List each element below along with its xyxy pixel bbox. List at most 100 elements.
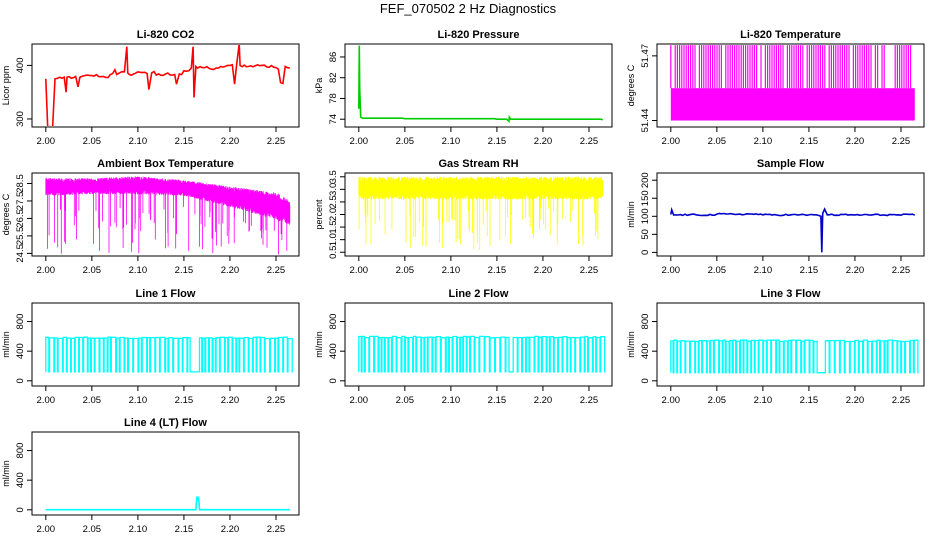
x-tick-label: 2.25	[580, 136, 599, 147]
x-tick-label: 2.10	[442, 136, 461, 147]
x-tick-label: 2.15	[175, 395, 194, 406]
x-tick-label: 2.20	[534, 395, 553, 406]
panel-box-temp: Ambient Box Temperature 2.00 2.05 2.10 2.15 2…	[1, 158, 300, 276]
y-tick-label: 800	[15, 443, 26, 459]
pressure-line	[358, 45, 603, 123]
x-tick-label: 2.05	[83, 395, 102, 406]
x-tick-label: 2.15	[488, 136, 507, 147]
x-tick-label: 2.00	[37, 524, 56, 535]
panel-title: Line 2 Flow	[449, 288, 509, 300]
x-tick-label: 2.15	[488, 265, 507, 276]
series-line3	[670, 339, 919, 374]
plot-frame	[31, 302, 300, 387]
x-tick-label: 2.05	[396, 136, 415, 147]
y-tick-label: 400	[640, 343, 651, 359]
x-tick-label: 2.15	[175, 265, 194, 276]
panel-licor-temp: Li-820 Temperature 2.00 2.05 2.10 2.15 2.20 2.…	[626, 29, 925, 147]
x-tick-label: 2.00	[350, 395, 369, 406]
x-tick-label: 2.15	[800, 265, 819, 276]
x-tick-label: 2.05	[396, 265, 415, 276]
plot-frame	[656, 172, 925, 257]
panel-title: Ambient Box Temperature	[97, 158, 234, 170]
x-tick-label: 2.15	[488, 395, 507, 406]
y-tick-label: 86	[328, 52, 339, 63]
x-tick-label: 2.00	[37, 136, 56, 147]
x-tick-label: 2.25	[892, 395, 911, 406]
y-tick-label: 400	[15, 472, 26, 488]
sample-flow-line	[670, 206, 916, 253]
y-tick-label: 2.5	[328, 195, 339, 208]
x-tick-label: 2.10	[129, 136, 148, 147]
x-tick-label: 2.20	[846, 395, 865, 406]
x-tick-label: 2.00	[662, 136, 681, 147]
y-axis-label: ml/min	[626, 201, 636, 228]
x-tick-label: 2.05	[708, 395, 727, 406]
y-axis-label: ml/min	[626, 331, 636, 358]
y-tick-label: 28.5	[15, 174, 26, 193]
plot-frame	[31, 431, 300, 516]
plot-frame	[31, 172, 300, 257]
y-tick-label: 800	[328, 314, 339, 330]
panel-title: Line 3 Flow	[761, 288, 821, 300]
series-line2	[358, 335, 606, 373]
line1-trace	[45, 336, 293, 373]
x-tick-label: 2.25	[267, 524, 286, 535]
x-tick-label: 2.25	[580, 265, 599, 276]
x-tick-label: 2.25	[267, 136, 286, 147]
y-axis-label: Licor ppm	[1, 66, 11, 106]
rh-trace	[358, 176, 604, 250]
y-tick-label: 200	[640, 172, 651, 188]
panel-title: Sample Flow	[757, 158, 825, 170]
x-tick-label: 2.10	[129, 524, 148, 535]
x-tick-label: 2.00	[37, 395, 56, 406]
x-tick-label: 2.25	[892, 136, 911, 147]
panel-title: Li-820 CO2	[137, 29, 194, 41]
x-tick-label: 2.00	[662, 395, 681, 406]
series-licor-temp	[670, 45, 915, 121]
x-tick-label: 2.20	[221, 265, 240, 276]
y-axis-label: ml/min	[1, 331, 11, 358]
x-tick-label: 2.10	[442, 265, 461, 276]
x-tick-label: 2.05	[708, 136, 727, 147]
panel-rh: Gas Stream RH 2.00 2.05 2.10 2.15 2.20 2.25 0.5…	[314, 158, 613, 276]
y-axis-label: ml/min	[314, 331, 324, 358]
y-axis-label: degrees C	[626, 64, 636, 106]
y-tick-label: 800	[15, 314, 26, 330]
y-tick-label: 2.0	[328, 208, 339, 221]
y-tick-label: 82	[328, 72, 339, 83]
x-tick-label: 2.20	[221, 395, 240, 406]
y-tick-label: 0	[640, 378, 651, 383]
plot-frame	[344, 43, 613, 128]
panel-title: Li-820 Pressure	[438, 29, 520, 41]
y-tick-label: 0	[15, 507, 26, 512]
y-tick-label: 25.5	[15, 227, 26, 246]
y-tick-label: 51.47	[640, 44, 651, 68]
panel-title: Line 1 Flow	[136, 288, 196, 300]
y-tick-label: 1.0	[328, 233, 339, 246]
series-rh	[358, 176, 604, 250]
x-tick-label: 2.20	[534, 136, 553, 147]
series-box-temp	[45, 176, 291, 255]
y-tick-label: 0	[328, 378, 339, 383]
y-tick-label: 3.5	[328, 170, 339, 183]
x-tick-label: 2.10	[129, 265, 148, 276]
x-tick-label: 2.10	[754, 136, 773, 147]
y-tick-label: 400	[15, 343, 26, 359]
box-temp-trace	[45, 176, 291, 255]
series-sample-flow	[670, 206, 916, 253]
x-tick-label: 2.05	[83, 524, 102, 535]
y-tick-label: 150	[640, 190, 651, 206]
panel-line3: Line 3 Flow 2.00 2.05 2.10 2.15 2.20 2.25 0 400 8…	[626, 288, 925, 406]
figure-title: FEF_070502 2 Hz Diagnostics	[379, 1, 557, 16]
x-tick-label: 2.20	[221, 136, 240, 147]
y-tick-label: 0	[640, 250, 651, 255]
y-tick-label: 0.5	[328, 246, 339, 259]
plot-frame	[344, 302, 613, 387]
y-axis-label: degrees C	[1, 193, 11, 235]
y-tick-label: 400	[328, 343, 339, 359]
line3-trace	[670, 339, 919, 374]
x-tick-label: 2.20	[534, 265, 553, 276]
x-tick-label: 2.00	[37, 265, 56, 276]
y-tick-label: 27.5	[15, 192, 26, 211]
y-tick-label: 26.5	[15, 209, 26, 228]
